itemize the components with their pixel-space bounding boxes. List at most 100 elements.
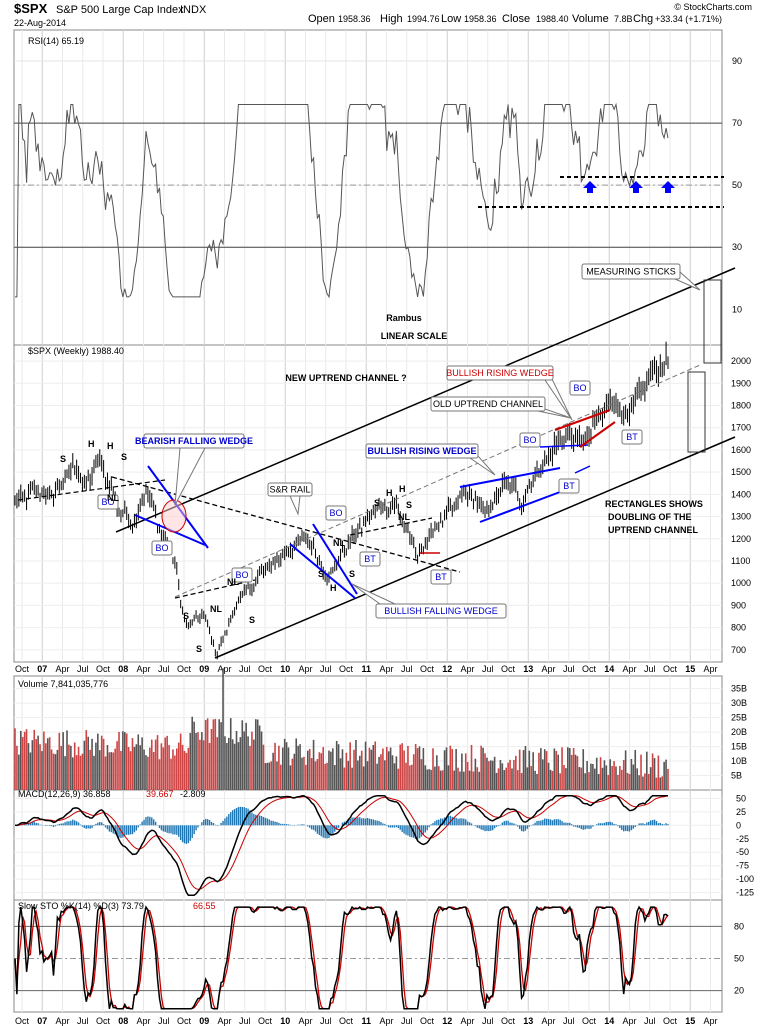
macd-hist-bar [518, 825, 521, 829]
price-x-tick-label: Oct [177, 664, 192, 674]
bo-tag: BO [97, 494, 119, 510]
volume-bar [407, 745, 409, 790]
volume-bar [655, 777, 658, 790]
volume-bar [584, 773, 586, 790]
macd-hist-bar [287, 824, 290, 826]
macd-hist-bar [39, 824, 41, 826]
price-x-tick-label: Oct [15, 664, 30, 674]
volume-bar [270, 761, 272, 790]
macd-hist-bar [615, 824, 617, 826]
volume-bar [599, 757, 602, 790]
macd-hist-bar [197, 825, 199, 828]
volume-bar [98, 750, 101, 790]
macd-hist-bar [266, 818, 269, 826]
red-highlight-circle [161, 499, 187, 533]
volume-bar [513, 759, 515, 790]
price-tick-label: 1100 [731, 556, 750, 566]
volume-bar [495, 772, 498, 790]
volume-label: Volume [572, 13, 609, 25]
macd-hist-bar [183, 825, 186, 844]
volume-bar [468, 770, 471, 790]
volume-bar [622, 760, 625, 790]
volume-bar [411, 764, 413, 790]
volume-bar [25, 729, 28, 790]
macd-hist-bar [249, 810, 251, 826]
volume-bar [368, 747, 371, 790]
callout-box [365, 443, 479, 459]
macd-hist-bar [154, 821, 157, 826]
macd-hist-bar [237, 807, 240, 826]
bottom-x-tick-label: Jul [482, 1016, 494, 1026]
volume-bar [110, 752, 113, 790]
macd-hist-bar [118, 825, 120, 838]
volume-bar [247, 736, 249, 790]
volume-bar [226, 743, 228, 790]
bottom-x-tick-label: 13 [523, 1016, 533, 1026]
bullish-falling-wedge-lower [312, 523, 358, 595]
macd-hist-bar [484, 825, 486, 832]
macd-hist-bar [438, 819, 440, 826]
volume-tick-label: 25B [731, 713, 747, 723]
macd-hist-bar [222, 820, 224, 826]
price-tick-label: 1300 [731, 512, 751, 522]
macd-hist-bar [644, 824, 646, 826]
volume-bar [214, 718, 217, 790]
price-x-tick-label: Oct [501, 664, 516, 674]
macd-hist-bar [497, 825, 500, 827]
sto-d-line [14, 905, 669, 1010]
macd-hist-bar [52, 825, 55, 828]
sto-d-value: 66.55 [193, 901, 216, 911]
macd-hist-bar [476, 825, 479, 828]
volume-bar [617, 774, 619, 790]
rectangles-note-3: UPTREND CHANNEL [608, 525, 699, 535]
volume-bar [497, 768, 500, 790]
macd-line [14, 794, 668, 897]
macd-tick-label: -25 [736, 834, 749, 844]
macd-hist-bar [166, 825, 168, 833]
macd-hist-bar [33, 821, 35, 826]
volume-bar [653, 758, 656, 790]
volume-bar [395, 756, 398, 790]
macd-hist-bar [646, 822, 648, 826]
volume-bar [416, 748, 419, 790]
tag-box [325, 505, 347, 521]
macd-hist-bar [661, 823, 663, 826]
volume-bar [324, 763, 326, 790]
volume-bar [335, 740, 338, 790]
volume-bar [424, 765, 427, 790]
macd-hist-bar [341, 822, 344, 826]
macd-hist-bar [549, 819, 552, 826]
volume-bar [260, 731, 263, 790]
volume-bar [212, 719, 215, 790]
volume-bar [251, 731, 253, 790]
macd-hist-bar [112, 825, 114, 834]
macd-hist-bar [247, 808, 249, 826]
volume-bar [199, 739, 201, 790]
tag-label: BO [235, 570, 248, 580]
volume-bar [243, 731, 246, 790]
volume-bar [272, 752, 274, 790]
sto-tick-label: 20 [734, 986, 744, 996]
volume-bar [619, 765, 621, 790]
volume-bar [630, 758, 633, 790]
price-x-tick-label: Oct [258, 664, 273, 674]
macd-hist-bar [361, 818, 363, 826]
macd-hist-bar [380, 822, 382, 826]
callout-label: BEARISH FALLING WEDGE [135, 436, 253, 446]
macd-hist-bar [465, 819, 467, 826]
macd-hist-bar [147, 816, 149, 826]
volume-bar [208, 742, 211, 790]
macd-hist-bar [570, 824, 573, 826]
bottom-x-tick-label: Apr [298, 1016, 312, 1026]
macd-hist-bar [540, 820, 542, 826]
macd-hist-bar [95, 823, 97, 826]
macd-hist-bar [106, 825, 109, 830]
macd-hist-bar [260, 815, 263, 826]
price-x-tick-label: Jul [320, 664, 332, 674]
bottom-x-tick-label: Apr [55, 1016, 69, 1026]
macd-hist-bar [158, 825, 161, 829]
volume-bar [518, 749, 521, 790]
macd-hist-bar [544, 818, 546, 826]
macd-hist-bar [626, 825, 629, 832]
volume-bar [536, 773, 538, 790]
